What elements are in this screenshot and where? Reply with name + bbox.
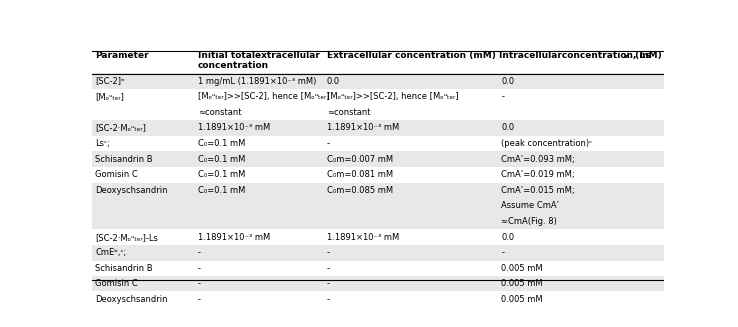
Text: Initial totalextracellular
concentration: Initial totalextracellular concentration xyxy=(198,51,320,70)
Text: -: - xyxy=(198,280,201,288)
Text: ≈constant: ≈constant xyxy=(327,108,370,117)
Text: 0.0: 0.0 xyxy=(501,232,514,242)
Text: Gomisin C: Gomisin C xyxy=(95,170,138,179)
Bar xyxy=(92,229,664,245)
Bar xyxy=(92,182,664,198)
Text: C₀=0.1 mM: C₀=0.1 mM xyxy=(198,170,246,179)
Text: Deoxyschsandrin: Deoxyschsandrin xyxy=(95,295,168,304)
Text: -: - xyxy=(327,248,330,257)
Text: C₀m=0.007 mM: C₀m=0.007 mM xyxy=(327,155,393,164)
Text: Parameter: Parameter xyxy=(95,51,149,60)
Text: C₀m=0.085 mM: C₀m=0.085 mM xyxy=(327,186,393,195)
Text: C₀=0.1 mM: C₀=0.1 mM xyxy=(198,155,246,164)
Text: 0.0: 0.0 xyxy=(327,77,340,86)
Text: [SC-2·Mₒᵘₜₑᵣ]: [SC-2·Mₒᵘₜₑᵣ] xyxy=(95,123,146,132)
Text: C₀=0.1 mM: C₀=0.1 mM xyxy=(198,139,246,148)
Text: CmEᵇ,ᶜ;: CmEᵇ,ᶜ; xyxy=(95,248,126,257)
Bar xyxy=(92,120,664,136)
Text: 0.005 mM: 0.005 mM xyxy=(501,295,543,304)
Bar xyxy=(92,198,664,214)
Text: CmA’=0.093 mM;: CmA’=0.093 mM; xyxy=(501,155,575,164)
Bar xyxy=(92,292,664,307)
Bar xyxy=(92,104,664,120)
Text: C₀m=0.081 mM: C₀m=0.081 mM xyxy=(327,170,393,179)
Text: [SC-2]ᵃ: [SC-2]ᵃ xyxy=(95,77,125,86)
Bar xyxy=(92,136,664,151)
Text: 0.0: 0.0 xyxy=(501,123,514,132)
Text: -: - xyxy=(501,248,504,257)
Text: -: - xyxy=(198,295,201,304)
Text: 1 mg/mL (1.1891×10⁻³ mM): 1 mg/mL (1.1891×10⁻³ mM) xyxy=(198,77,317,86)
Text: 1.1891×10⁻³ mM: 1.1891×10⁻³ mM xyxy=(327,123,399,132)
Text: CmA’=0.019 mM;: CmA’=0.019 mM; xyxy=(501,170,575,179)
Text: ≈constant: ≈constant xyxy=(198,108,241,117)
Text: 0.0: 0.0 xyxy=(501,77,514,86)
Bar xyxy=(92,89,664,104)
Bar xyxy=(92,47,664,73)
Bar xyxy=(92,214,664,229)
Text: Assume CmA’: Assume CmA’ xyxy=(501,201,559,211)
Text: Gomisin C: Gomisin C xyxy=(95,280,138,288)
Text: 1.1891×10⁻³ mM: 1.1891×10⁻³ mM xyxy=(198,232,270,242)
Text: Deoxyschsandrin: Deoxyschsandrin xyxy=(95,186,168,195)
Text: Lsᶜ;: Lsᶜ; xyxy=(95,139,110,148)
Text: [Mₒᵘₜₑᵣ]: [Mₒᵘₜₑᵣ] xyxy=(95,92,124,101)
Text: [Mₒᵘₜₑᵣ]>>[SC-2], hence [Mₒᵘₜₑᵣ]: [Mₒᵘₜₑᵣ]>>[SC-2], hence [Mₒᵘₜₑᵣ] xyxy=(198,92,330,101)
Bar xyxy=(92,151,664,167)
Text: (mM): (mM) xyxy=(632,51,661,60)
Text: ≈CmA(Fig. 8): ≈CmA(Fig. 8) xyxy=(501,217,557,226)
Text: 0.005 mM: 0.005 mM xyxy=(501,264,543,273)
Text: -: - xyxy=(327,264,330,273)
Bar xyxy=(92,276,664,292)
Text: -: - xyxy=(198,248,201,257)
Text: Extracellular concentration (mM) Intracellularconcentration, Ls: Extracellular concentration (mM) Intrace… xyxy=(327,51,650,60)
Text: [Mₒᵘₜₑᵣ]>>[SC-2], hence [Mₒᵘₜₑᵣ]: [Mₒᵘₜₑᵣ]>>[SC-2], hence [Mₒᵘₜₑᵣ] xyxy=(327,92,458,101)
Text: Schisandrin B: Schisandrin B xyxy=(95,155,153,164)
Bar xyxy=(92,245,664,261)
Bar xyxy=(92,167,664,182)
Text: 1.1891×10⁻³ mM: 1.1891×10⁻³ mM xyxy=(198,123,270,132)
Text: -: - xyxy=(501,92,504,101)
Text: -: - xyxy=(327,139,330,148)
Text: -: - xyxy=(198,264,201,273)
Text: in: in xyxy=(623,54,630,59)
Text: 1.1891×10⁻³ mM: 1.1891×10⁻³ mM xyxy=(327,232,399,242)
Text: Schisandrin B: Schisandrin B xyxy=(95,264,153,273)
Text: -: - xyxy=(327,280,330,288)
Bar xyxy=(92,261,664,276)
Bar xyxy=(92,73,664,89)
Text: [SC-2·Mₒᵘₜₑᵣ]-Ls: [SC-2·Mₒᵘₜₑᵣ]-Ls xyxy=(95,232,158,242)
Text: CmA’=0.015 mM;: CmA’=0.015 mM; xyxy=(501,186,575,195)
Text: -: - xyxy=(327,295,330,304)
Text: (peak concentration)ᶜ: (peak concentration)ᶜ xyxy=(501,139,593,148)
Text: 0.005 mM: 0.005 mM xyxy=(501,280,543,288)
Text: C₀=0.1 mM: C₀=0.1 mM xyxy=(198,186,246,195)
